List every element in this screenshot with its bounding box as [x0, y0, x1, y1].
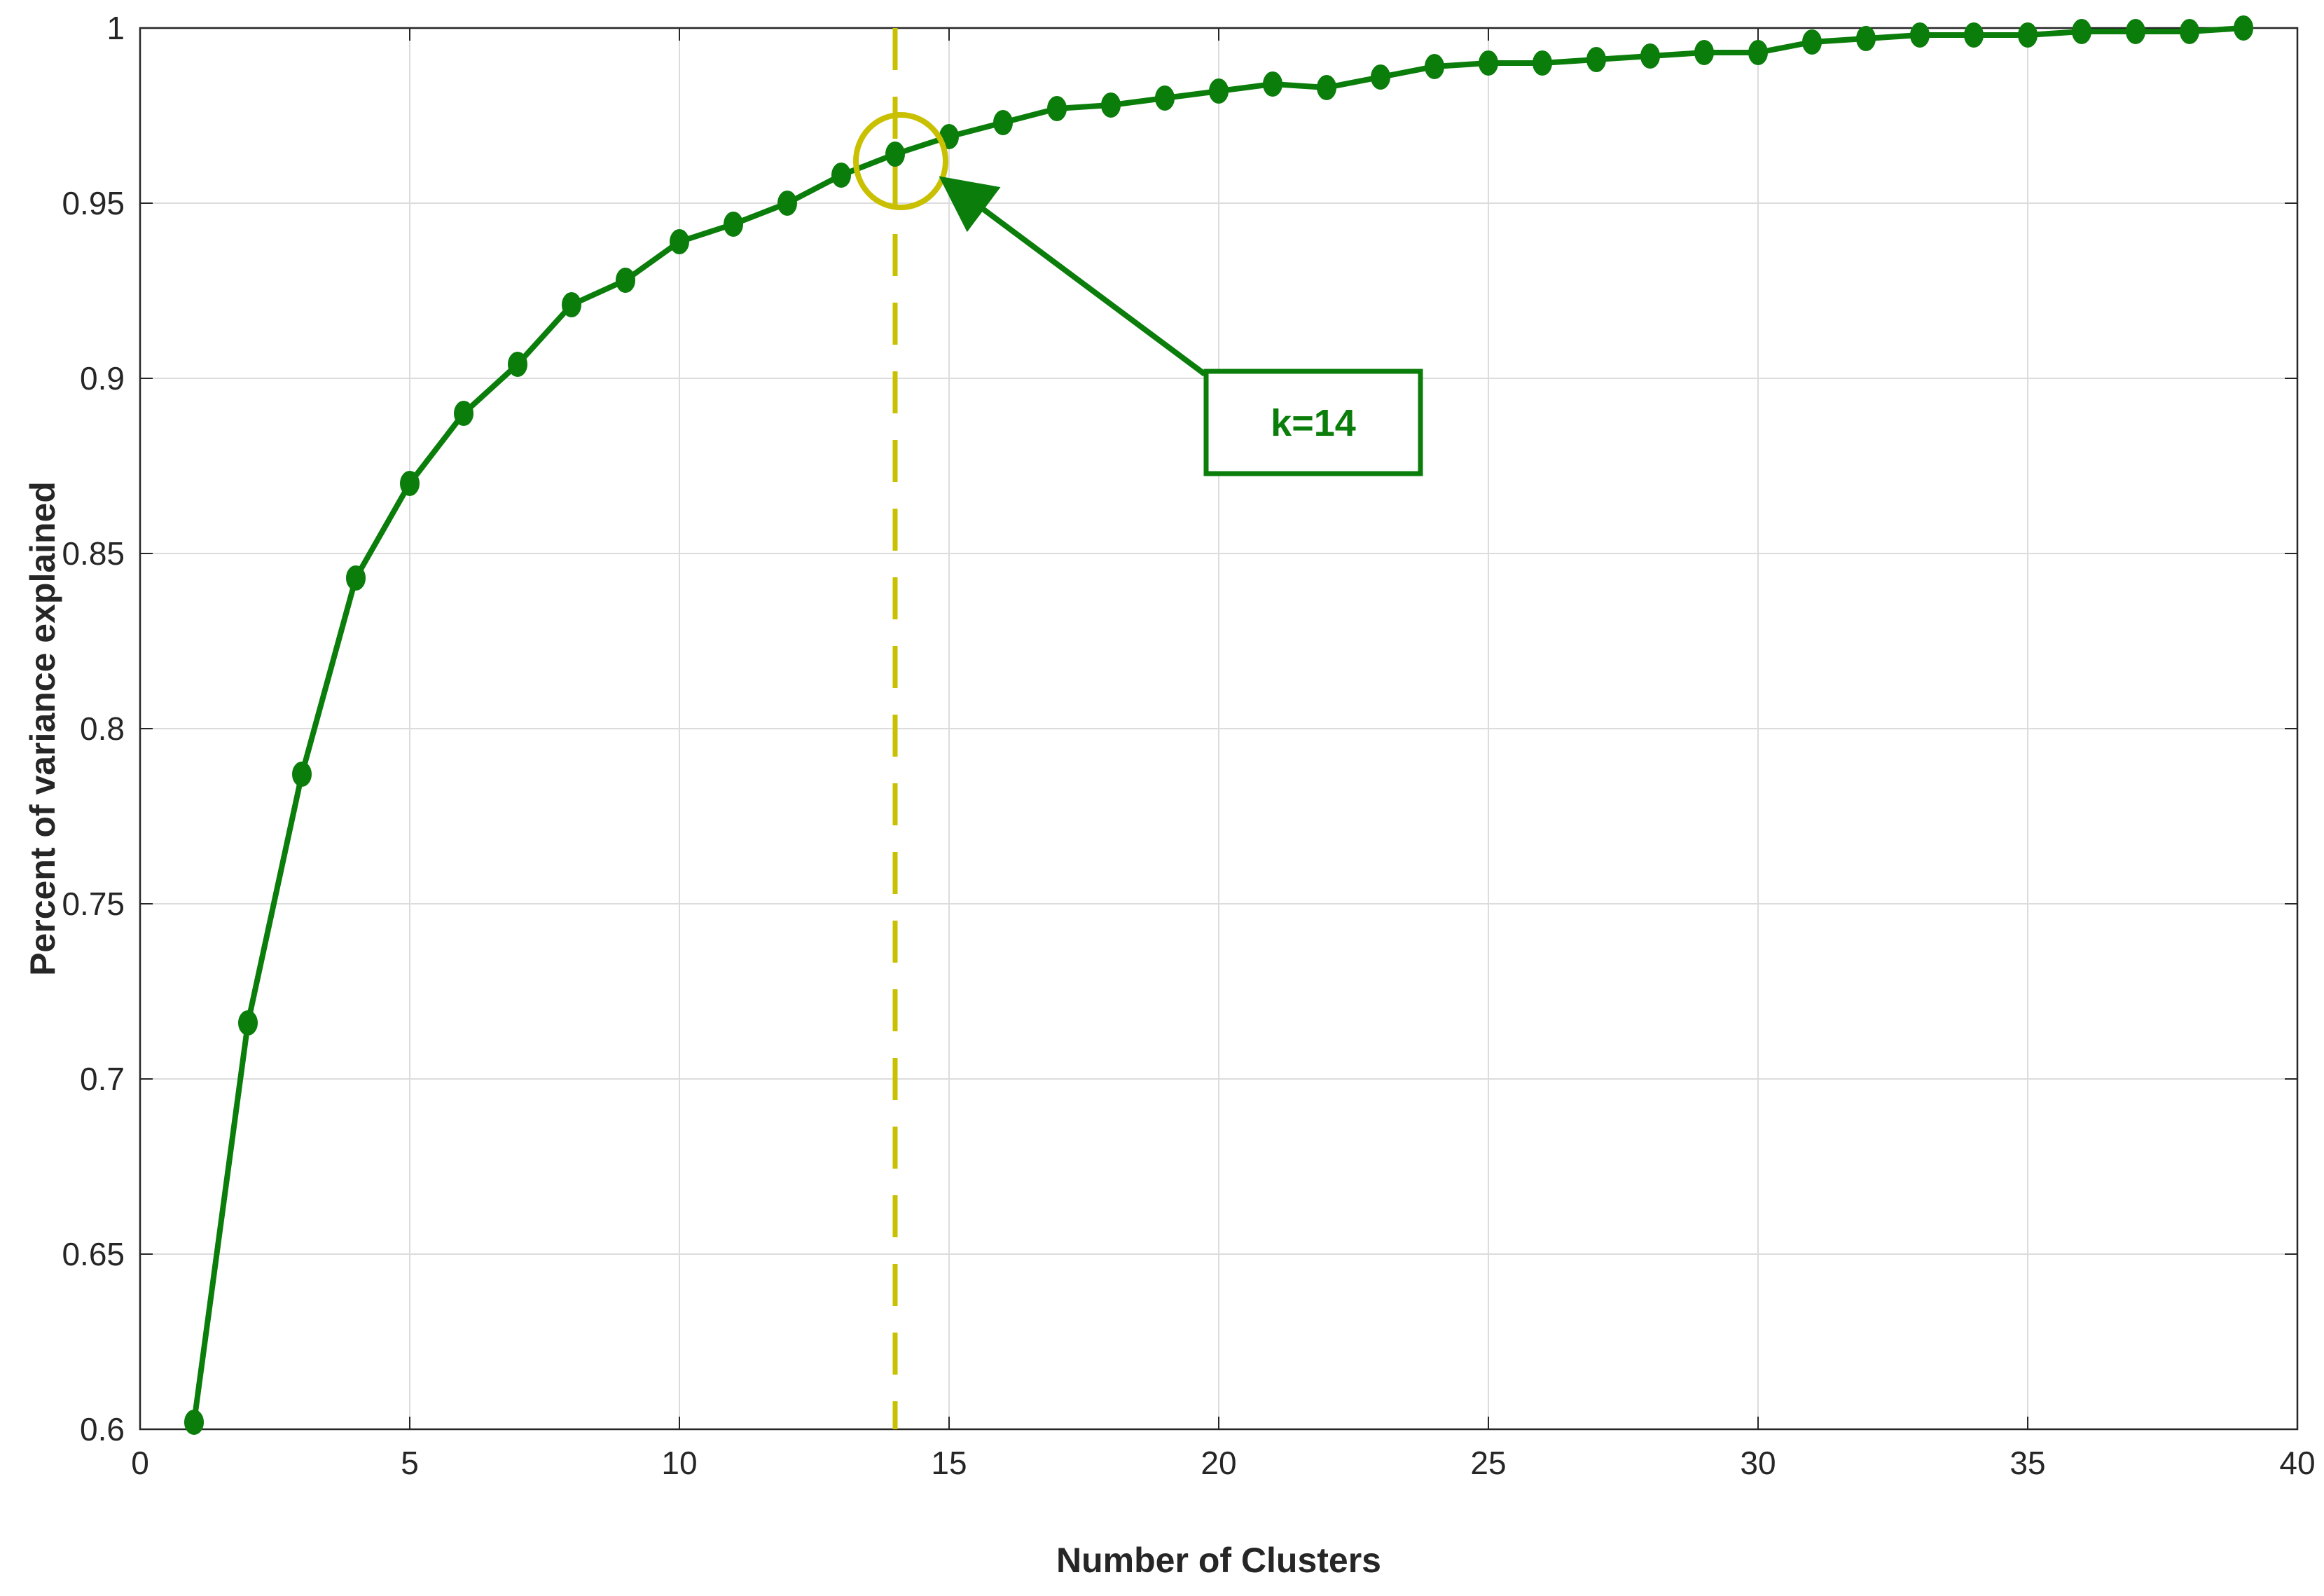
annotation-callout: k=14	[853, 112, 1423, 476]
x-tick-label: 35	[2010, 1445, 2045, 1481]
data-point	[2018, 22, 2038, 48]
y-tick-label: 0.95	[62, 185, 125, 221]
data-point	[1317, 75, 1336, 100]
data-point	[1425, 54, 1444, 79]
x-tick-label: 30	[1740, 1445, 1776, 1481]
data-point	[1155, 85, 1175, 111]
data-point	[1856, 26, 1876, 51]
data-point	[2126, 19, 2145, 44]
data-point	[1101, 92, 1121, 118]
data-point	[238, 1010, 258, 1036]
data-point	[1209, 78, 1229, 104]
y-tick-label: 1	[106, 10, 125, 46]
data-point	[1694, 40, 1714, 65]
data-point	[993, 110, 1013, 135]
x-tick-label: 5	[401, 1445, 419, 1481]
data-point	[1802, 29, 1822, 55]
y-tick-label: 0.85	[62, 535, 125, 572]
data-point	[1586, 47, 1606, 72]
callout-arrow	[939, 176, 1207, 377]
y-tick-label: 0.6	[80, 1411, 125, 1447]
data-point	[454, 401, 473, 426]
x-tick-label: 10	[661, 1445, 697, 1481]
data-point	[2234, 15, 2253, 41]
data-point	[184, 1410, 204, 1435]
data-point	[1479, 50, 1498, 76]
data-point	[400, 471, 420, 496]
data-point	[2072, 19, 2091, 44]
data-point	[670, 229, 689, 254]
data-point	[292, 762, 312, 787]
data-point	[1748, 40, 1768, 65]
x-tick-label: 40	[2279, 1445, 2315, 1481]
data-point	[1964, 22, 1984, 48]
data-point	[1371, 64, 1390, 90]
x-tick-label: 15	[931, 1445, 967, 1481]
data-point	[831, 163, 851, 188]
callout-box	[1203, 369, 1423, 476]
callout-label: k=14	[1271, 402, 1356, 444]
x-axis-label: Number of Clusters	[1056, 1541, 1381, 1580]
series-layer	[184, 15, 2253, 1435]
data-point	[1047, 96, 1067, 121]
tick-labels: 0 5 10 15 20 25 30 35 40 0.6 0.65 0.7 0.75 0.8 0.85 0.9…	[62, 10, 2315, 1481]
data-point	[777, 191, 797, 216]
y-tick-label: 0.75	[62, 886, 125, 922]
data-point	[724, 212, 743, 237]
data-point	[1640, 43, 1660, 69]
y-axis-label: Percent of variance explained	[23, 481, 62, 976]
x-tick-label: 20	[1201, 1445, 1236, 1481]
y-tick-label: 0.65	[62, 1236, 125, 1272]
data-point	[562, 292, 581, 317]
data-point	[616, 268, 635, 293]
data-point	[1910, 22, 1930, 48]
y-tick-label: 0.7	[80, 1061, 125, 1097]
x-tick-label: 0	[131, 1445, 149, 1481]
y-tick-label: 0.9	[80, 360, 125, 397]
x-tick-label: 25	[1470, 1445, 1506, 1481]
data-point	[346, 565, 366, 591]
data-point	[508, 352, 527, 377]
y-tick-label: 0.8	[80, 710, 125, 747]
axes	[139, 27, 2299, 1431]
elbow-highlight-circle	[853, 112, 948, 210]
data-point	[1533, 50, 1552, 76]
data-point	[885, 142, 905, 167]
axes-box	[139, 27, 2299, 1431]
data-point	[2180, 19, 2199, 44]
data-point	[1263, 71, 1282, 97]
